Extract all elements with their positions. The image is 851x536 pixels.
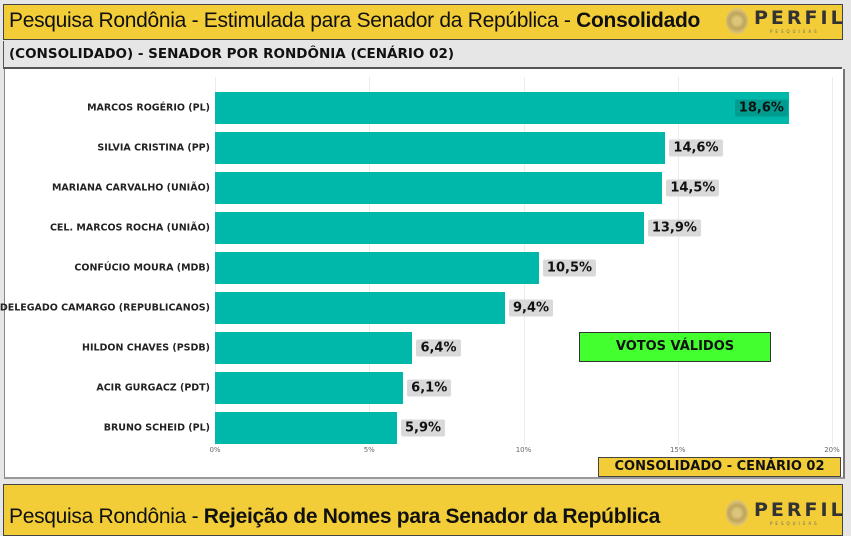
data-label: 6,1% [407, 379, 452, 397]
category-label: MARIANA CARVALHO (UNIÃO) [51, 182, 210, 194]
bar [215, 292, 505, 324]
category-label: HILDON CHAVES (PSDB) [82, 342, 210, 354]
second-page-title: Pesquisa Rondônia - Rejeição de Nomes pa… [9, 505, 661, 528]
bar [215, 172, 663, 204]
chart-subtitle-bar: (CONSOLIDADO) - SENADOR POR RONDÔNIA (CE… [3, 41, 842, 69]
bar [215, 332, 413, 364]
fingerprint-icon [726, 8, 748, 34]
second-title-banner: Pesquisa Rondônia - Rejeição de Nomes pa… [3, 484, 843, 536]
category-label: CONFÚCIO MOURA (MDB) [74, 262, 210, 274]
perfil-logo-2: PERFIL PESQUISAS [726, 499, 843, 529]
x-tick-label: 20% [824, 446, 840, 454]
data-label: 9,4% [508, 299, 554, 317]
category-label: MARCOS ROGÉRIO (PL) [87, 102, 210, 114]
page-title: Pesquisa Rondônia - Estimulada para Sena… [9, 9, 701, 32]
category-label: BRUNO SCHEID (PL) [103, 422, 210, 434]
bar [215, 132, 666, 164]
data-label: 18,6% [734, 99, 788, 117]
category-label: DELEGADO CAMARGO (REPUBLICANOS) [0, 302, 210, 314]
logo-text: PERFIL [754, 7, 846, 29]
x-tick-label: 15% [669, 446, 686, 454]
category-label: ACIR GURGACZ (PDT) [96, 382, 210, 394]
bar [215, 92, 789, 124]
data-label: 6,4% [416, 339, 461, 357]
chart-panel: 0% 5% 10% 15% 20% MARCOS ROGÉRIO (PL) 18,6% SIL… [0, 69, 845, 479]
scenario-badge: CONSOLIDADO - CENÁRIO 02 [598, 457, 841, 477]
fingerprint-icon [726, 500, 748, 526]
data-label: 5,9% [401, 419, 446, 437]
x-tick-label: 5% [363, 446, 375, 454]
logo-subtext: PESQUISAS [770, 29, 820, 34]
bar [215, 252, 539, 284]
category-label: CEL. MARCOS ROCHA (UNIÃO) [49, 222, 210, 234]
bar [215, 212, 644, 244]
logo-text: PERFIL [754, 499, 846, 521]
data-label: 14,6% [669, 139, 723, 157]
gridline [677, 77, 679, 445]
bar [215, 372, 404, 404]
data-label: 10,5% [542, 259, 597, 277]
category-label: SILVIA CRISTINA (PP) [97, 142, 210, 154]
x-tick-label: 0% [209, 446, 221, 454]
chart-subtitle: (CONSOLIDADO) - SENADOR POR RONDÔNIA (CE… [9, 46, 455, 62]
votos-validos-badge: VOTOS VÁLIDOS [579, 332, 771, 362]
gridline [832, 77, 833, 445]
logo-subtext: PESQUISAS [770, 521, 820, 526]
title-banner: Pesquisa Rondônia - Estimulada para Sena… [3, 4, 843, 40]
data-label: 14,5% [666, 179, 720, 197]
x-tick-label: 10% [515, 446, 532, 454]
perfil-logo: PERFIL PESQUISAS [726, 7, 843, 37]
data-label: 13,9% [647, 219, 701, 237]
bar [215, 412, 397, 444]
